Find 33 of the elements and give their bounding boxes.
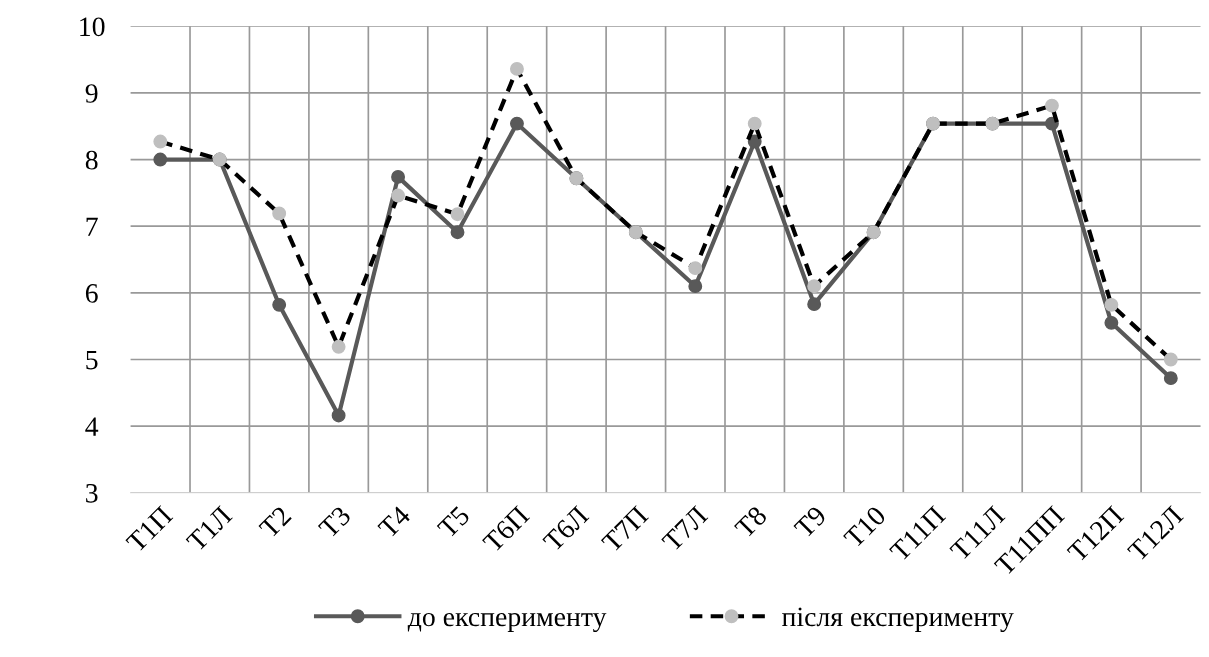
point [391, 169, 406, 184]
x-tick-label: Т7П [600, 505, 649, 554]
x-tick-label: Т4 [377, 504, 412, 539]
point [331, 408, 346, 423]
y-tick-label: 3 [86, 483, 98, 503]
x-tick-label: Т6П [481, 505, 531, 554]
point [510, 116, 524, 131]
x-tick-label: Т6Л [542, 505, 590, 553]
y-tick-label: 5 [86, 350, 98, 370]
point [807, 297, 822, 312]
y-tick-label: 6 [85, 284, 98, 303]
x-tick-label: Т5 [436, 505, 471, 540]
x-tick-label: Т9 [793, 505, 828, 540]
x-tick-label: Т1П [125, 505, 174, 554]
legend-label: до експерименту [407, 612, 607, 632]
point [688, 279, 703, 294]
x-tick-label: Т1Л [185, 505, 233, 553]
x-tick-label: Т3 [317, 505, 352, 540]
point [1163, 371, 1178, 386]
y-tick-label: 10 [80, 17, 105, 37]
point [153, 152, 168, 167]
x-tick-label: Т8 [733, 505, 768, 540]
legend-label: після експерименту [782, 607, 1014, 632]
y-tick-label: 7 [86, 217, 98, 236]
y-tick-label: 4 [85, 417, 99, 436]
y-tick-label: 8 [85, 150, 98, 170]
y-tick-label: 9 [85, 84, 98, 103]
x-tick-label: Т2 [258, 505, 292, 539]
point [450, 225, 465, 240]
x-tick-label: Т10 [842, 505, 887, 549]
point [1104, 315, 1119, 330]
point [272, 297, 287, 312]
x-tick-label: Т7Л [661, 505, 709, 553]
